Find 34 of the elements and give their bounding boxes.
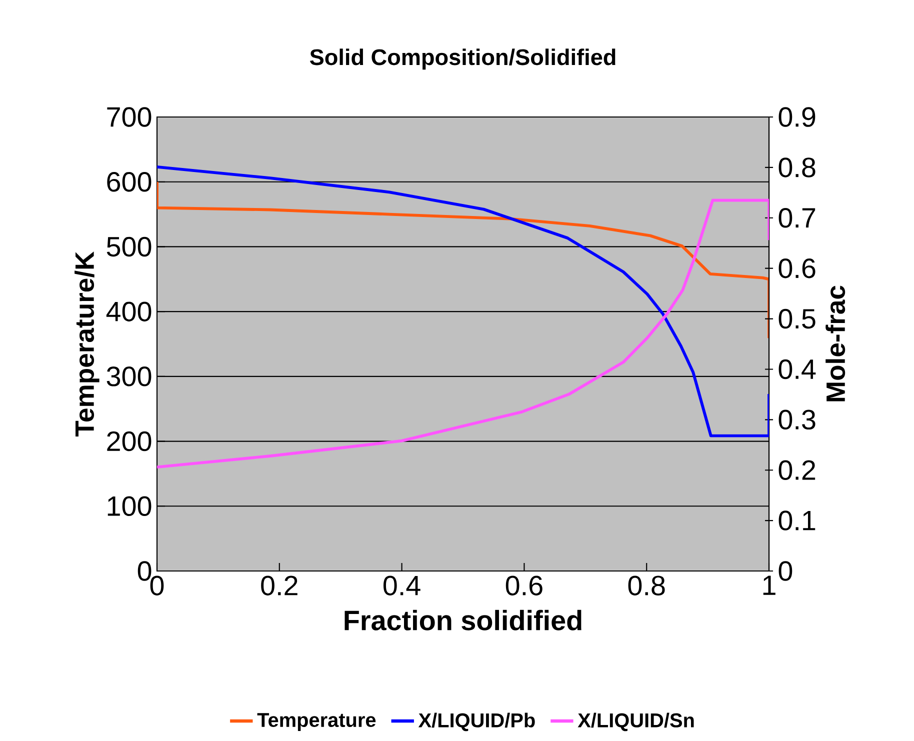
x-tick-label: 0.8	[628, 576, 665, 596]
x-axis-title: Fraction solidified	[344, 610, 582, 630]
x-tick-label: 1	[763, 576, 776, 595]
x-tick-label: 0.2	[261, 576, 298, 596]
line-series	[157, 198, 770, 469]
y2-tick-label: 0.6	[778, 258, 816, 278]
line-series	[157, 180, 770, 340]
y2-tick-label: 0	[778, 561, 792, 581]
y-tick-label: 300	[106, 366, 152, 386]
x-tick-label: 0	[150, 576, 164, 596]
y-tick-label: 500	[106, 236, 152, 257]
y-tick-label: 100	[108, 496, 152, 516]
y2-tick-label: 0.3	[778, 410, 816, 430]
x-tick-label: 0.6	[506, 576, 542, 596]
y2-tick-label: 0.4	[778, 359, 816, 380]
legend-label: X/LIQUID/Sn	[578, 712, 694, 732]
y-tick-label: 0	[138, 561, 152, 581]
y2-tick-label: 0.2	[778, 460, 816, 480]
line-series	[157, 165, 770, 438]
y-tick-label: 600	[107, 172, 152, 192]
y2-tick-label: 0.5	[778, 308, 816, 329]
y2-tick-label: 0.7	[778, 208, 816, 228]
y-tick-label: 200	[107, 431, 152, 452]
legend-label: X/LIQUID/Pb	[418, 712, 535, 732]
legend-label: Temperature	[257, 713, 376, 731]
y-tick-label: 700	[107, 107, 152, 127]
y-tick-label: 400	[106, 302, 152, 322]
y2-axis-title: Mole-frac	[826, 286, 846, 402]
x-tick-label: 0.4	[383, 576, 420, 596]
y2-tick-label: 0.1	[778, 510, 816, 530]
y-axis-title: Temperature/K	[74, 251, 100, 436]
chart-title: Solid Composition/Solidified	[310, 48, 616, 70]
y2-tick-label: 0.8	[778, 158, 816, 178]
y2-tick-label: 0.9	[778, 107, 816, 127]
